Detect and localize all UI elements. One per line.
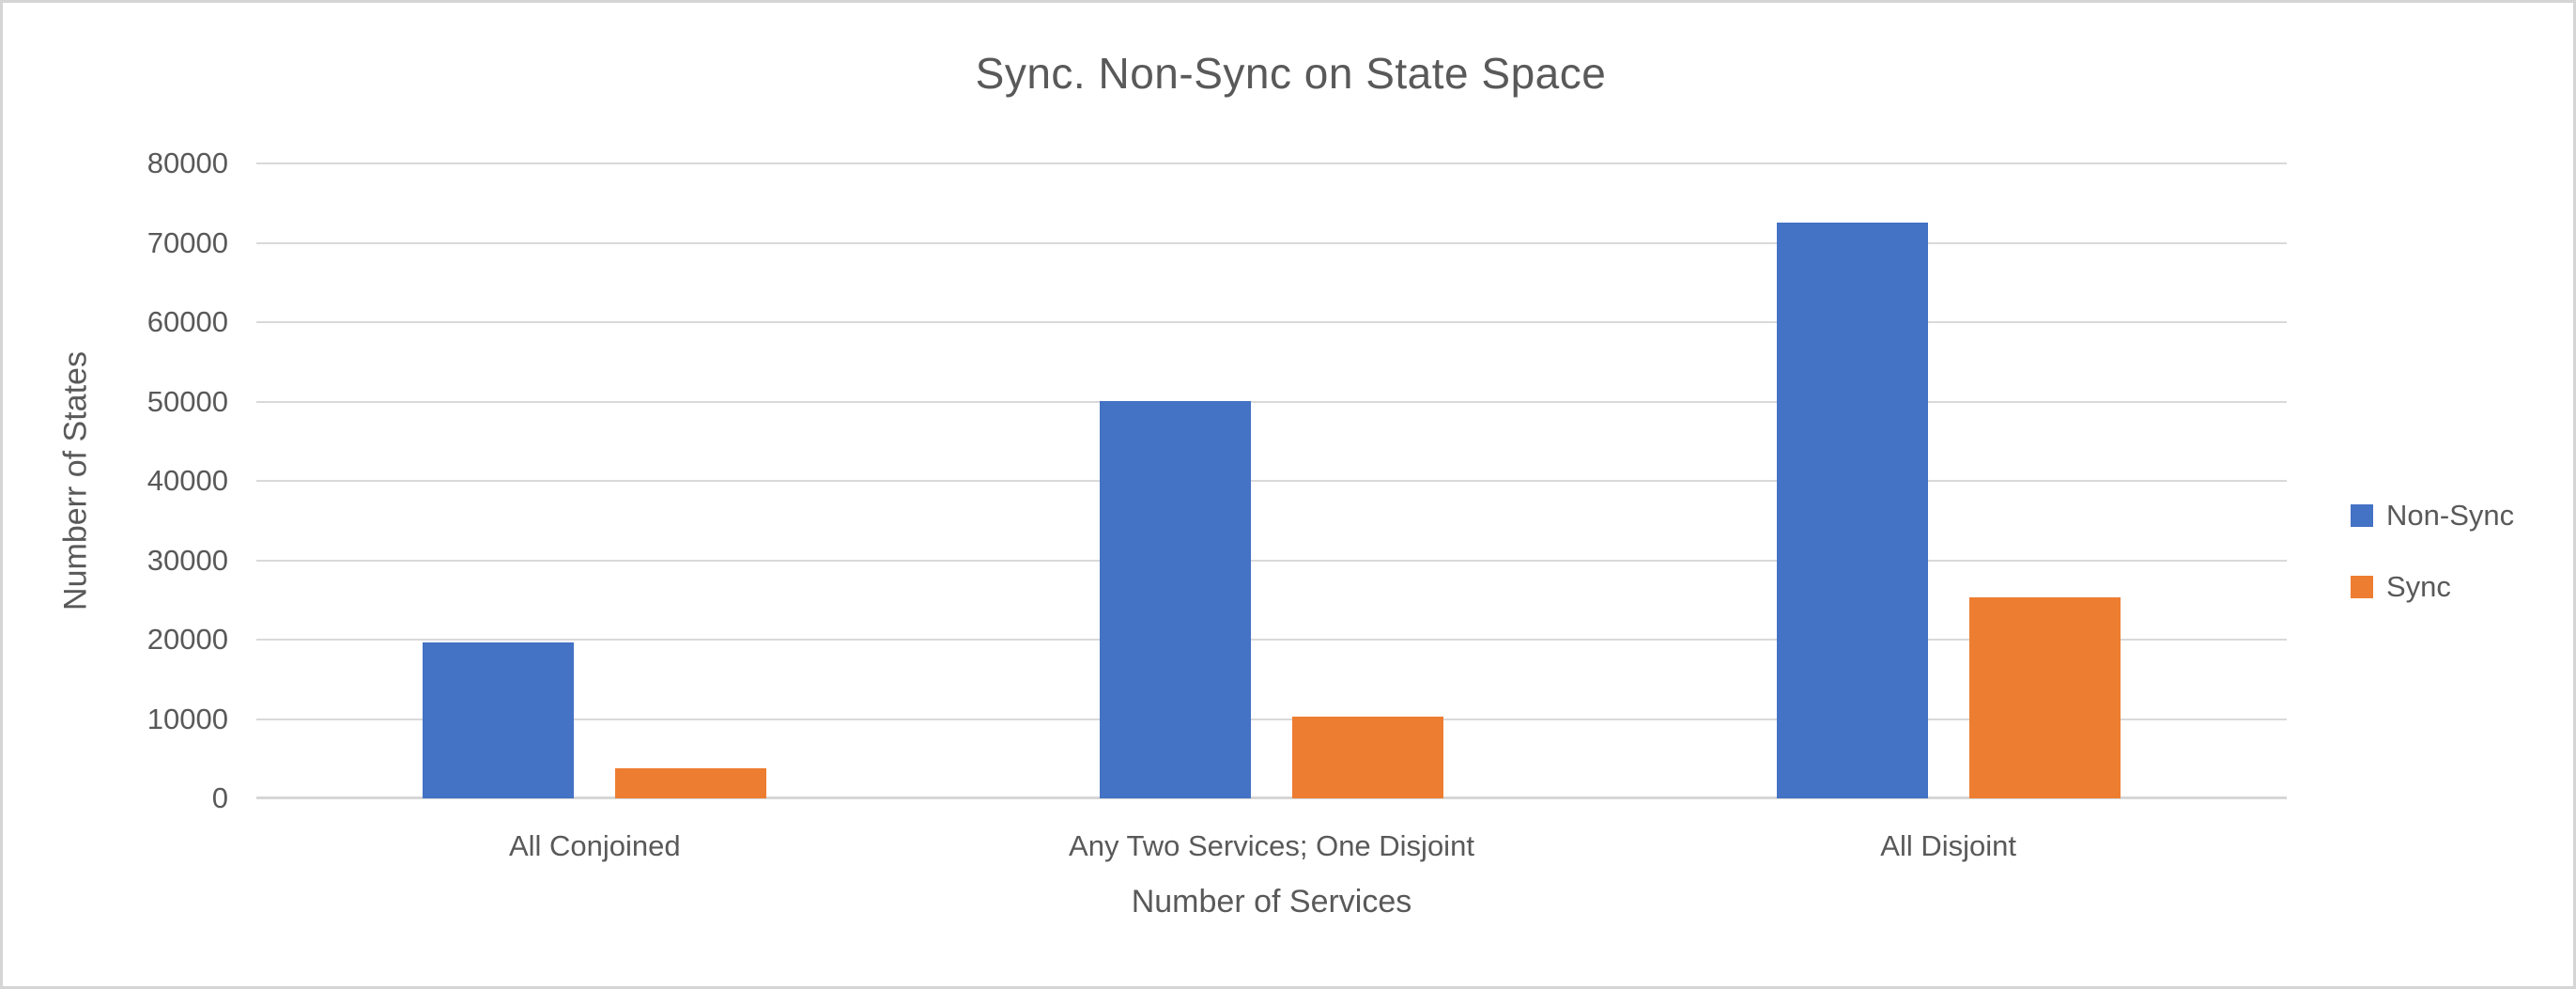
legend-entry-sync: Sync	[2351, 570, 2514, 604]
bar-sync-any-two-services-one-disjoint	[1292, 717, 1443, 798]
gridline	[256, 639, 2287, 641]
legend-swatch-sync	[2351, 576, 2373, 598]
bar-non-sync-any-two-services-one-disjoint	[1100, 401, 1251, 798]
x-axis-title: Number of Services	[1131, 884, 1412, 919]
chart-title: Sync. Non-Sync on State Space	[975, 49, 1607, 98]
y-tick-label: 80000	[147, 147, 228, 179]
y-tick-label: 60000	[147, 305, 228, 338]
y-tick-label: 50000	[147, 384, 228, 418]
y-tick-label: 70000	[147, 225, 228, 259]
legend-label-non-sync: Non-Sync	[2386, 499, 2515, 532]
plot-area	[256, 162, 2287, 799]
x-category-label-all-conjoined: All Conjoined	[508, 829, 681, 862]
gridline	[256, 321, 2287, 323]
legend-entry-non-sync: Non-Sync	[2351, 499, 2514, 533]
bar-non-sync-all-conjoined	[423, 642, 574, 798]
bar-non-sync-all-disjoint	[1777, 223, 1928, 798]
y-tick-label: 20000	[147, 623, 228, 656]
gridline	[256, 559, 2287, 562]
gridline	[256, 718, 2287, 720]
y-tick-label: 10000	[147, 702, 228, 735]
bar-sync-all-conjoined	[615, 768, 766, 798]
gridline	[256, 241, 2287, 244]
gridline	[256, 162, 2287, 164]
legend: Non-Sync Sync	[2351, 499, 2514, 604]
y-tick-label: 30000	[147, 543, 228, 577]
bar-sync-all-disjoint	[1969, 597, 2121, 798]
x-axis-line	[256, 796, 2287, 799]
legend-label-sync: Sync	[2386, 570, 2451, 603]
y-tick-label: 0	[211, 781, 228, 814]
legend-swatch-non-sync	[2351, 504, 2373, 527]
x-category-label-all-disjoint: All Disjoint	[1880, 829, 2017, 862]
gridline	[256, 480, 2287, 482]
gridline	[256, 400, 2287, 403]
y-tick-label: 40000	[147, 464, 228, 497]
x-category-label-any-two-services-one-disjoint: Any Two Services; One Disjoint	[1069, 829, 1474, 862]
